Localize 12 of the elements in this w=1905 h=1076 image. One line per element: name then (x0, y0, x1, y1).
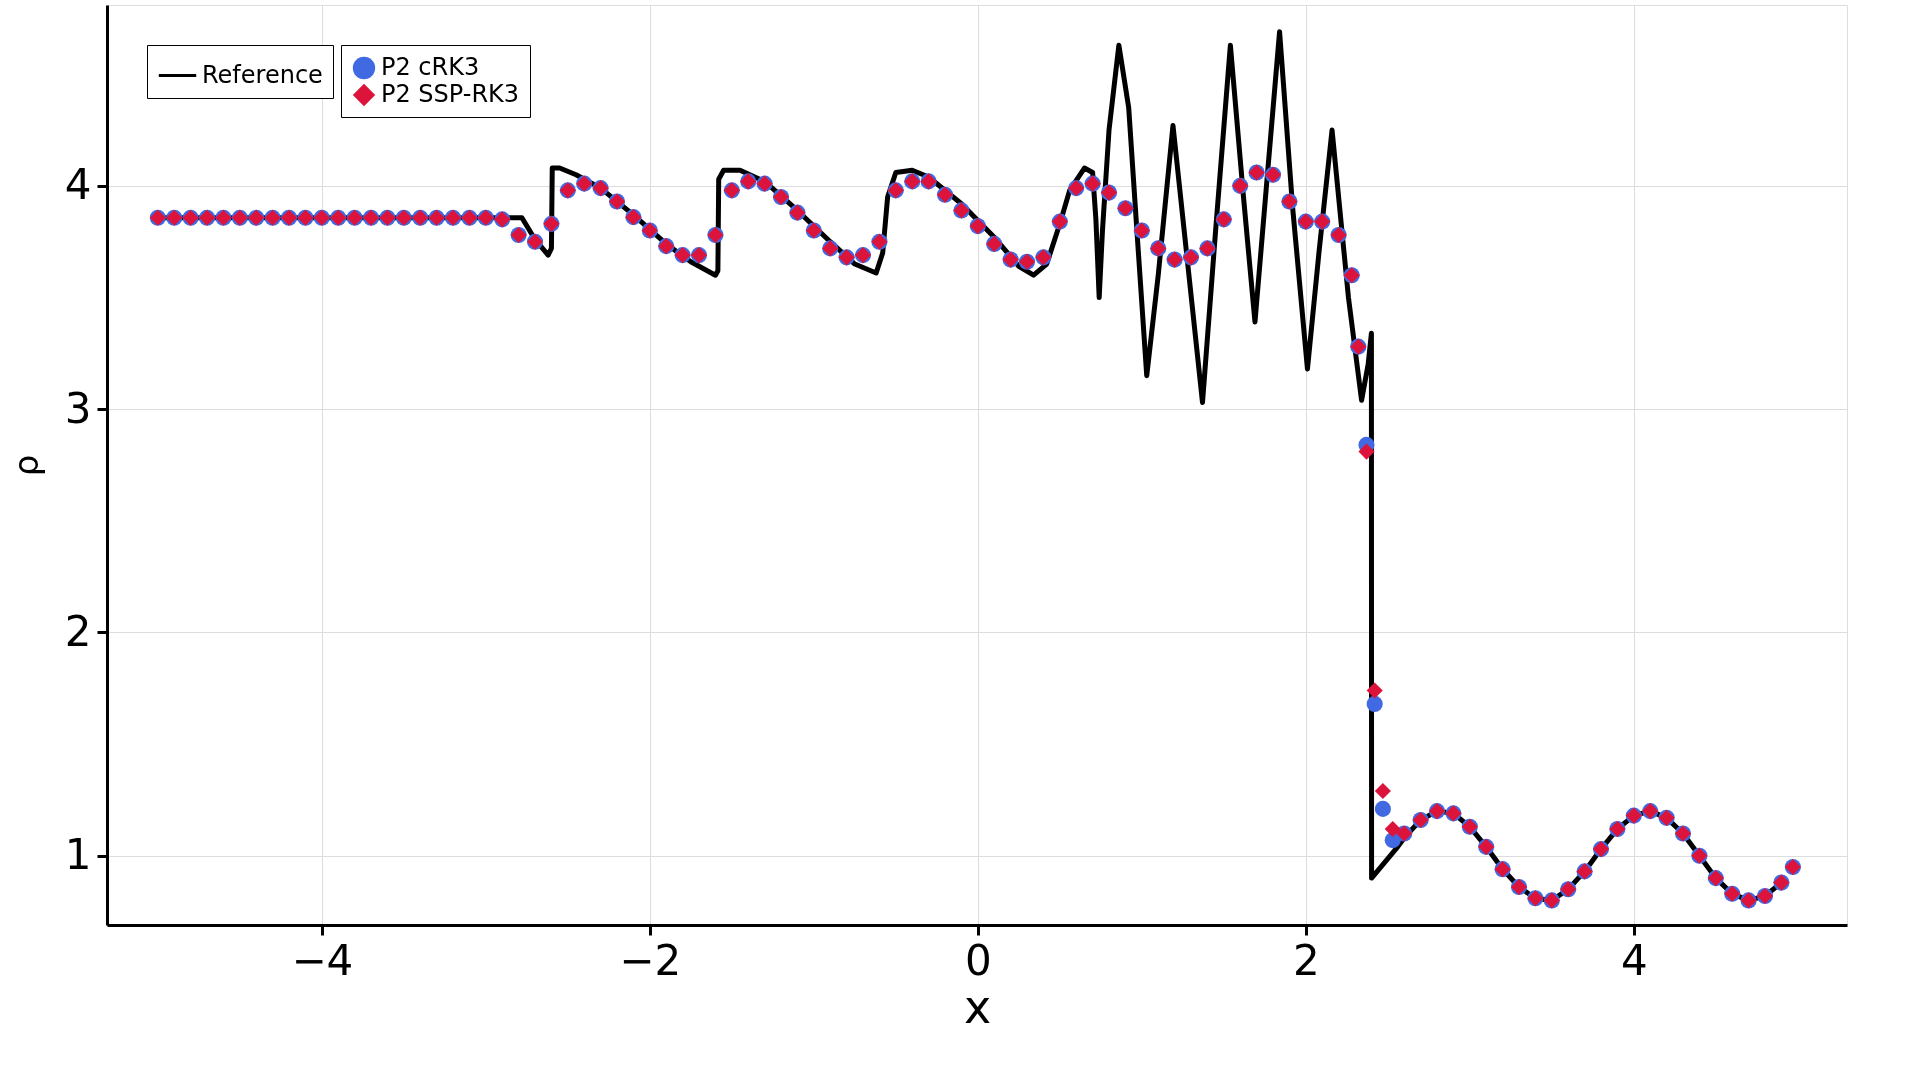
legend-label: P2 cRK3 (381, 53, 480, 81)
x-tick-label: −2 (619, 935, 682, 985)
x-tick-label: 2 (1292, 935, 1320, 985)
y-tick-label: 1 (64, 830, 92, 880)
x-tick-label: 4 (1620, 935, 1648, 985)
x-tick-label: −4 (291, 935, 354, 985)
y-tick-label: 3 (64, 383, 92, 433)
legend-label: Reference (202, 60, 323, 89)
y-tick-label: 2 (64, 606, 92, 656)
y-axis-title: ρ (5, 454, 46, 477)
y-tick-label: 4 (64, 160, 92, 210)
legend-label: P2 SSP-RK3 (381, 80, 520, 108)
